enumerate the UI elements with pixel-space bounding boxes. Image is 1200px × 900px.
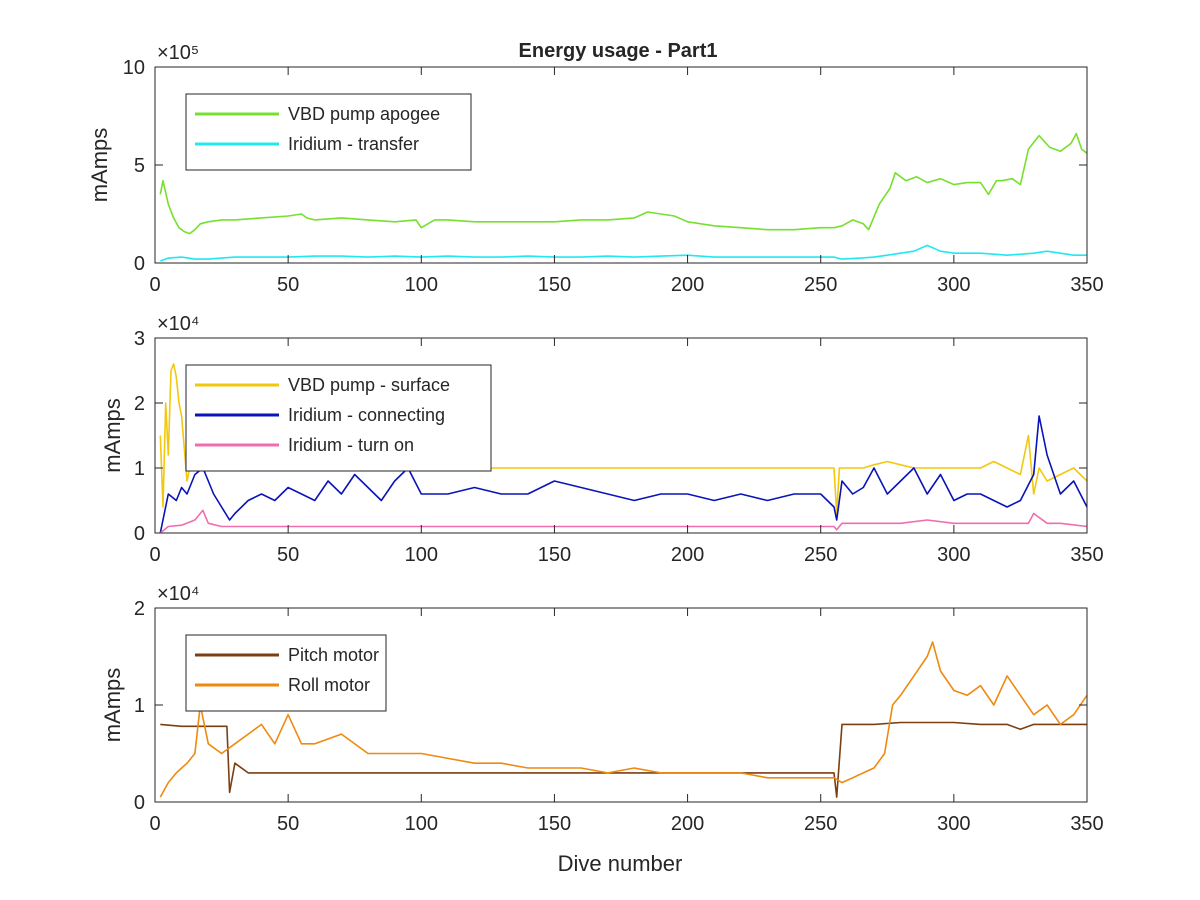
legend-label: Iridium - connecting bbox=[288, 405, 445, 425]
x-tick-label: 350 bbox=[1070, 544, 1103, 566]
y-axis-label: mAmps bbox=[87, 128, 112, 203]
x-tick-label: 200 bbox=[671, 544, 704, 566]
subplot-3: 0 50 100 150 200 250 300 350 0 1 2 ×10⁴ mAmps Pitch m… bbox=[100, 583, 1104, 835]
legend-label: Iridium - transfer bbox=[288, 134, 419, 154]
x-tick-label: 300 bbox=[937, 544, 970, 566]
x-tick-label: 50 bbox=[277, 813, 299, 835]
x-tick-label: 150 bbox=[538, 544, 571, 566]
axes-box bbox=[154, 337, 1088, 534]
y-tick-label: 2 bbox=[134, 598, 145, 620]
legend: VBD pump - surface Iridium - connecting Ir… bbox=[185, 364, 492, 472]
x-tick-label: 350 bbox=[1070, 813, 1103, 835]
legend-label: VBD pump apogee bbox=[288, 104, 440, 124]
y-axis-label: mAmps bbox=[100, 398, 125, 473]
x-tick-label: 0 bbox=[149, 813, 160, 835]
subplot-2: 0 50 100 150 200 250 300 350 0 1 2 3 ×10⁴ mAmps VBD pu… bbox=[100, 313, 1104, 566]
y-tick-label: 1 bbox=[134, 458, 145, 480]
x-tick-label: 0 bbox=[149, 544, 160, 566]
legend-label: Roll motor bbox=[288, 675, 370, 695]
x-tick-label: 250 bbox=[804, 813, 837, 835]
series-line-2 bbox=[159, 415, 1088, 534]
x-tick-label: 100 bbox=[405, 544, 438, 566]
legend: Pitch motor Roll motor bbox=[185, 634, 387, 712]
legend-box bbox=[185, 364, 492, 472]
x-axis-label: Dive number bbox=[558, 851, 683, 876]
x-tick-label: 0 bbox=[149, 274, 160, 296]
x-tick-label: 300 bbox=[937, 813, 970, 835]
series-line-1 bbox=[160, 721, 1087, 798]
series-line-3 bbox=[159, 509, 1088, 534]
x-tick-label: 200 bbox=[671, 274, 704, 296]
y-exponent-label: ×10⁴ bbox=[157, 313, 200, 335]
x-tick-label: 150 bbox=[538, 813, 571, 835]
y-tick-label: 0 bbox=[134, 792, 145, 814]
legend-label: Pitch motor bbox=[288, 645, 379, 665]
x-tick-label: 100 bbox=[405, 813, 438, 835]
x-tick-label: 250 bbox=[804, 544, 837, 566]
subplot-1: 0 50 100 150 200 250 300 350 0 5 10 ×10⁵ mAmps VBD pu… bbox=[87, 42, 1104, 296]
legend-label: VBD pump - surface bbox=[288, 375, 450, 395]
x-tick-label: 300 bbox=[937, 274, 970, 296]
x-tick-label: 200 bbox=[671, 813, 704, 835]
y-tick-label: 0 bbox=[134, 253, 145, 275]
x-tick-label: 150 bbox=[538, 274, 571, 296]
y-tick-label: 0 bbox=[134, 523, 145, 545]
x-tick-label: 50 bbox=[277, 544, 299, 566]
legend-box bbox=[185, 93, 472, 171]
y-tick-label: 1 bbox=[134, 695, 145, 717]
x-tick-label: 250 bbox=[804, 274, 837, 296]
legend-label: Iridium - turn on bbox=[288, 435, 414, 455]
y-exponent-label: ×10⁴ bbox=[157, 583, 200, 605]
legend-box bbox=[185, 634, 387, 712]
y-tick-label: 2 bbox=[134, 393, 145, 415]
legend: VBD pump apogee Iridium - transfer bbox=[185, 93, 472, 171]
y-axis-label: mAmps bbox=[100, 668, 125, 743]
x-tick-label: 50 bbox=[277, 274, 299, 296]
y-tick-label: 10 bbox=[123, 57, 145, 79]
y-exponent-label: ×10⁵ bbox=[157, 42, 199, 64]
x-tick-label: 350 bbox=[1070, 274, 1103, 296]
x-tick-label: 100 bbox=[405, 274, 438, 296]
figure-title: Energy usage - Part1 bbox=[519, 40, 718, 62]
series-line-2 bbox=[160, 244, 1087, 262]
y-tick-label: 5 bbox=[134, 155, 145, 177]
series-line-2 bbox=[159, 641, 1088, 798]
series-line-1 bbox=[159, 132, 1088, 235]
y-tick-label: 3 bbox=[134, 328, 145, 350]
